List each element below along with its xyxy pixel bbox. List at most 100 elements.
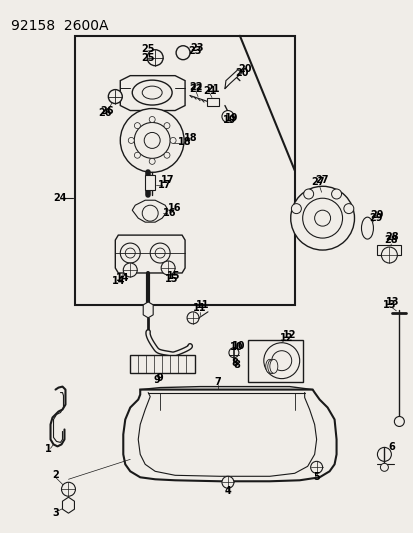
Text: 28: 28 bbox=[385, 232, 398, 242]
Text: 26: 26 bbox=[98, 108, 112, 117]
Circle shape bbox=[62, 482, 75, 496]
Text: 28: 28 bbox=[384, 235, 397, 245]
Circle shape bbox=[303, 189, 313, 199]
Circle shape bbox=[221, 110, 233, 123]
Ellipse shape bbox=[361, 217, 373, 239]
Text: 13: 13 bbox=[382, 300, 395, 310]
Bar bbox=[377, 245, 400, 255]
Circle shape bbox=[187, 312, 199, 324]
Text: 16: 16 bbox=[168, 203, 181, 213]
Circle shape bbox=[291, 204, 301, 214]
Ellipse shape bbox=[132, 80, 172, 105]
Circle shape bbox=[310, 462, 322, 473]
Text: 14: 14 bbox=[115, 273, 129, 283]
Text: 18: 18 bbox=[178, 138, 191, 148]
Circle shape bbox=[164, 152, 170, 158]
Polygon shape bbox=[62, 497, 74, 513]
Text: 4: 4 bbox=[224, 486, 231, 496]
Ellipse shape bbox=[265, 359, 273, 373]
Circle shape bbox=[343, 204, 353, 214]
Text: 21: 21 bbox=[203, 86, 216, 95]
Circle shape bbox=[314, 210, 330, 226]
Bar bbox=[247, 340, 302, 382]
Circle shape bbox=[108, 90, 122, 103]
Circle shape bbox=[380, 463, 387, 471]
Circle shape bbox=[221, 477, 233, 488]
Text: 9: 9 bbox=[153, 375, 160, 385]
Polygon shape bbox=[115, 235, 185, 273]
Circle shape bbox=[149, 158, 155, 164]
Text: 15: 15 bbox=[165, 274, 178, 284]
Text: 26: 26 bbox=[100, 106, 114, 116]
Text: 20: 20 bbox=[237, 63, 251, 74]
Circle shape bbox=[149, 117, 155, 123]
Circle shape bbox=[134, 152, 140, 158]
Text: 92158  2600A: 92158 2600A bbox=[11, 19, 108, 33]
Text: 1: 1 bbox=[45, 445, 52, 455]
Circle shape bbox=[302, 198, 342, 238]
Text: 20: 20 bbox=[235, 68, 248, 78]
Text: 22: 22 bbox=[189, 82, 202, 92]
Circle shape bbox=[134, 123, 140, 128]
Circle shape bbox=[164, 123, 170, 128]
Text: 29: 29 bbox=[369, 213, 382, 223]
Polygon shape bbox=[123, 390, 336, 481]
Text: 2: 2 bbox=[52, 470, 59, 480]
Text: 6: 6 bbox=[387, 442, 394, 453]
Text: 8: 8 bbox=[231, 358, 238, 368]
Text: 16: 16 bbox=[163, 208, 176, 218]
Text: 23: 23 bbox=[188, 46, 201, 56]
Text: 23: 23 bbox=[190, 43, 203, 53]
Text: 27: 27 bbox=[310, 177, 324, 187]
Text: 10: 10 bbox=[230, 342, 243, 352]
Circle shape bbox=[123, 263, 137, 277]
Text: 29: 29 bbox=[370, 210, 383, 220]
Text: 21: 21 bbox=[206, 84, 219, 94]
Circle shape bbox=[128, 138, 134, 143]
Text: 12: 12 bbox=[279, 333, 293, 343]
Circle shape bbox=[161, 261, 175, 275]
Circle shape bbox=[170, 138, 176, 143]
Circle shape bbox=[176, 46, 190, 60]
Text: 11: 11 bbox=[193, 303, 206, 313]
Ellipse shape bbox=[267, 360, 275, 374]
Polygon shape bbox=[224, 70, 241, 88]
Circle shape bbox=[263, 343, 299, 378]
Circle shape bbox=[125, 248, 135, 258]
Circle shape bbox=[331, 189, 341, 199]
Text: 22: 22 bbox=[189, 84, 202, 94]
Text: 8: 8 bbox=[233, 360, 240, 370]
Polygon shape bbox=[132, 200, 168, 222]
Ellipse shape bbox=[142, 86, 162, 99]
Text: 14: 14 bbox=[111, 276, 125, 286]
Text: 24: 24 bbox=[54, 193, 67, 203]
Text: 18: 18 bbox=[184, 133, 197, 143]
Circle shape bbox=[150, 243, 170, 263]
Circle shape bbox=[134, 123, 170, 158]
Bar bbox=[145, 175, 155, 190]
Text: 11: 11 bbox=[196, 300, 209, 310]
Circle shape bbox=[394, 416, 404, 426]
Text: 3: 3 bbox=[52, 508, 59, 518]
Circle shape bbox=[377, 447, 390, 462]
Circle shape bbox=[142, 205, 158, 221]
Circle shape bbox=[120, 243, 140, 263]
Circle shape bbox=[271, 351, 291, 370]
Bar bbox=[130, 354, 195, 373]
Circle shape bbox=[380, 247, 396, 263]
Polygon shape bbox=[120, 76, 185, 110]
Text: 19: 19 bbox=[225, 114, 238, 124]
Circle shape bbox=[155, 248, 165, 258]
Circle shape bbox=[290, 186, 354, 250]
Text: 17: 17 bbox=[161, 175, 174, 185]
Bar bbox=[75, 36, 294, 305]
Text: 15: 15 bbox=[167, 271, 180, 281]
Circle shape bbox=[228, 348, 238, 358]
Text: 19: 19 bbox=[223, 116, 236, 125]
Text: 25: 25 bbox=[141, 44, 154, 54]
Text: 27: 27 bbox=[314, 175, 328, 185]
Polygon shape bbox=[143, 302, 153, 318]
Text: 12: 12 bbox=[282, 330, 296, 340]
Ellipse shape bbox=[269, 359, 277, 373]
Text: 13: 13 bbox=[385, 297, 398, 307]
